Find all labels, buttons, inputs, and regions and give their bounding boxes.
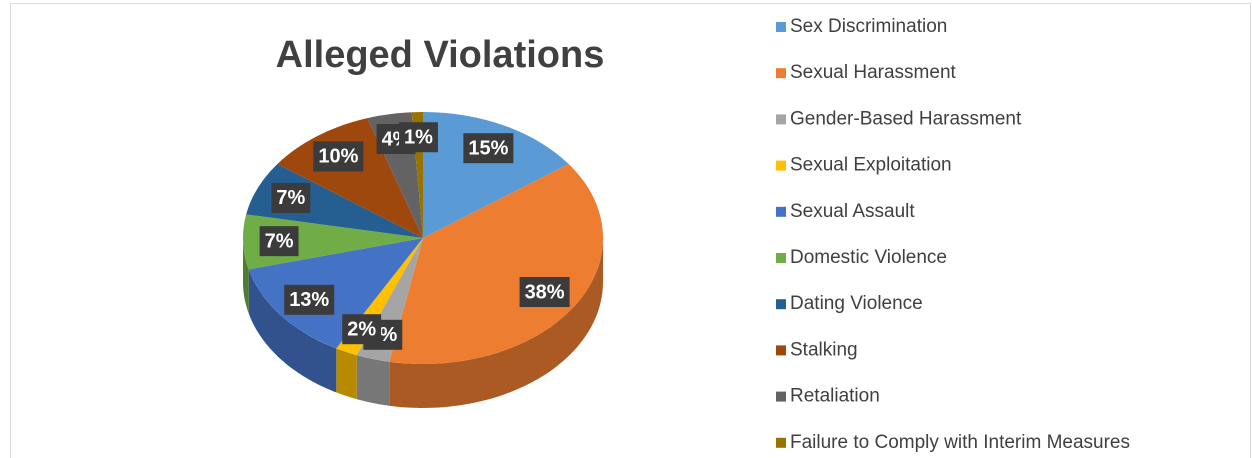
pie-side (243, 238, 249, 314)
data-label-text: 1% (404, 127, 433, 149)
data-label-box (519, 277, 570, 308)
legend-label: Gender-Based Harassment (790, 108, 1022, 129)
pie-side (248, 269, 337, 393)
pie-slice (248, 238, 423, 349)
pie-side (356, 355, 390, 406)
data-label-box (259, 226, 299, 257)
legend-swatch (776, 160, 786, 171)
pie-slice (246, 163, 423, 238)
legend-swatch (776, 437, 786, 448)
legend-label: Retaliation (790, 386, 880, 407)
pie-slice (423, 112, 569, 238)
legend-swatch (776, 68, 786, 79)
chart-title: Alleged Violations (276, 34, 605, 76)
data-label-text: 10% (318, 146, 358, 168)
data-label: 38% (519, 277, 570, 308)
data-label: 7% (271, 182, 311, 213)
legend-label: Dating Violence (790, 293, 923, 314)
legend-swatch (776, 253, 786, 263)
pie-slice (389, 163, 603, 364)
legend-label: Sexual Assault (790, 201, 915, 222)
legend-swatch (776, 391, 786, 402)
data-label-box (463, 133, 514, 164)
data-label-box (284, 284, 335, 315)
data-label: 1% (399, 122, 438, 153)
data-label-text: 38% (525, 281, 565, 303)
legend-swatch (776, 114, 786, 125)
legend-label: Sex Discrimination (790, 16, 947, 37)
data-label: 2% (342, 314, 382, 345)
legend-label: Sexual Exploitation (790, 155, 952, 176)
data-label-text: 13% (289, 289, 329, 311)
data-label-box (399, 122, 438, 153)
data-label: 13% (284, 284, 335, 315)
pie-side (389, 238, 603, 408)
legend-swatch (776, 345, 786, 356)
data-label-box (342, 314, 382, 345)
data-label: 10% (313, 141, 364, 172)
legend-label: Sexual Harassment (790, 62, 957, 83)
legend-label: Stalking (790, 339, 858, 360)
data-label-box (313, 141, 364, 172)
legend-label: Failure to Comply with Interim Measures (790, 432, 1130, 453)
data-label: 15% (463, 133, 514, 164)
chart-border (10, 3, 1251, 458)
data-label-box (271, 182, 311, 213)
data-label-text: 7% (276, 187, 305, 209)
legend-swatch (776, 22, 786, 32)
legend-label: Domestic Violence (790, 247, 947, 268)
legend-swatch (776, 206, 786, 217)
data-label-text: 2% (347, 318, 376, 340)
legend-swatch (776, 299, 786, 310)
data-label-text: 7% (265, 230, 294, 252)
pie-side (336, 348, 357, 400)
data-label-text: 15% (468, 137, 508, 159)
data-label: 7% (259, 226, 299, 257)
